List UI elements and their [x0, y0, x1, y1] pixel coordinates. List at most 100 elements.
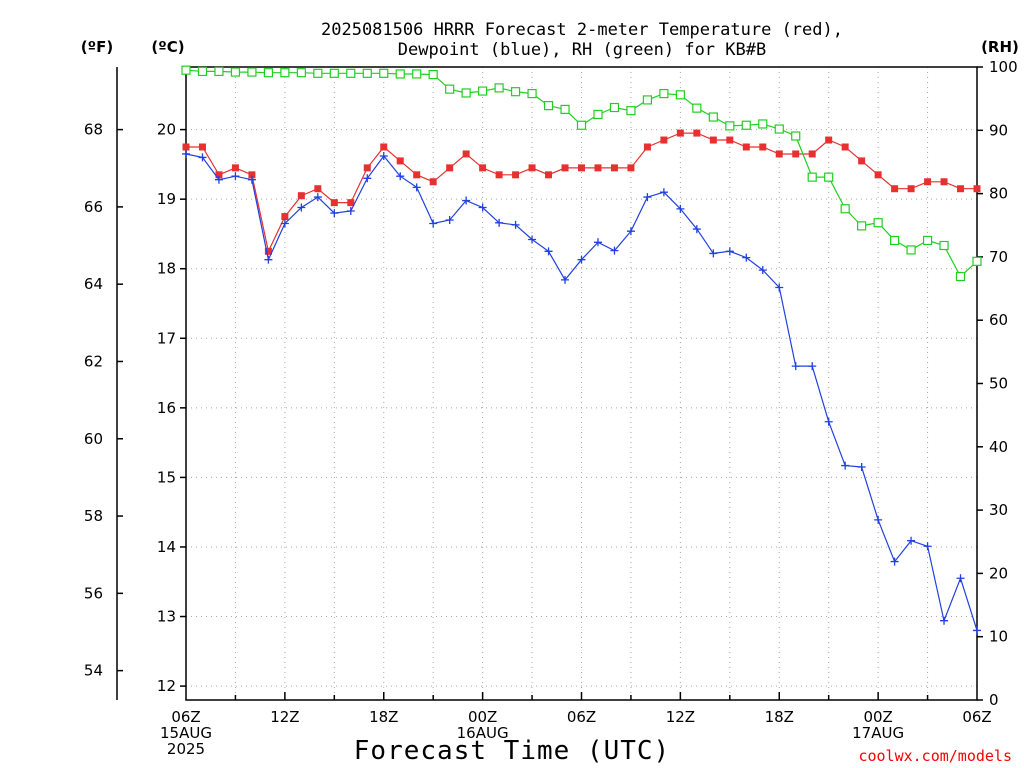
- temperature-point: [775, 150, 783, 158]
- temperature-point: [248, 171, 256, 179]
- dewpoint-point: [956, 574, 965, 583]
- rh-point: [329, 68, 339, 78]
- temperature-point: [924, 178, 932, 186]
- temperature-point: [231, 164, 239, 172]
- rh-point: [642, 95, 653, 105]
- dewpoint-point: [495, 218, 504, 227]
- rh-point: [890, 235, 900, 246]
- temperature-point: [792, 150, 800, 158]
- x-tick-label: 00Z: [863, 708, 892, 726]
- temperature-point: [759, 143, 767, 151]
- dewpoint-point: [692, 225, 701, 234]
- dewpoint-point: [396, 172, 405, 181]
- rh-point: [741, 120, 751, 130]
- temperature-point: [610, 164, 618, 172]
- dewpoint-point: [478, 203, 487, 212]
- chart-title-line1: 2025081506 HRRR Forecast 2-meter Tempera…: [321, 20, 843, 40]
- temperature-point: [347, 199, 355, 207]
- celsius-tick-label: 15: [157, 468, 176, 486]
- dewpoint-point: [561, 275, 570, 284]
- dewpoint-point: [742, 253, 751, 262]
- temperature-point: [264, 247, 272, 255]
- fahrenheit-tick-label: 66: [84, 198, 103, 216]
- rh-point: [181, 65, 191, 75]
- fahrenheit-tick-label: 54: [84, 662, 103, 680]
- rh-point: [379, 68, 389, 78]
- celsius-tick-label: 20: [157, 121, 176, 139]
- fahrenheit-unit-label: (ºF): [81, 38, 113, 56]
- temperature-point: [891, 185, 899, 193]
- dewpoint-point: [758, 266, 767, 275]
- temperature-point: [643, 143, 651, 151]
- dewpoint-point: [247, 175, 256, 184]
- temperature-point: [528, 164, 536, 172]
- rh-point: [807, 172, 817, 182]
- dewpoint-point: [791, 362, 800, 371]
- temperature-point: [808, 150, 816, 158]
- temperature-point: [660, 136, 668, 144]
- temperature-point: [578, 164, 585, 172]
- temperature-point: [825, 136, 833, 144]
- dewpoint-point: [264, 255, 273, 264]
- rh-point: [230, 67, 241, 77]
- rh-point: [593, 109, 603, 120]
- rh-point: [510, 87, 521, 97]
- dewpoint-point: [445, 216, 454, 225]
- rh-point: [840, 204, 850, 214]
- temperature-point: [957, 185, 965, 193]
- dewpoint-point: [824, 417, 833, 426]
- dewpoint-point: [330, 209, 339, 218]
- rh-point: [906, 245, 916, 255]
- x-tick-label: 12Z: [666, 708, 695, 726]
- celsius-tick-label: 16: [157, 399, 176, 417]
- temperature-point: [693, 129, 701, 137]
- temperature-point: [726, 136, 734, 144]
- rh-point: [955, 271, 966, 282]
- dewpoint-point: [775, 283, 784, 292]
- temperature-point: [363, 164, 371, 172]
- fahrenheit-tick-label: 58: [84, 507, 103, 525]
- rh-tick-label: 0: [989, 691, 999, 709]
- temperature-point: [330, 199, 338, 207]
- rh-point: [576, 120, 587, 130]
- temperature-point: [314, 185, 322, 193]
- dewpoint-point: [412, 183, 421, 192]
- x-tick-label: 06Z: [962, 708, 991, 726]
- temperature-point: [462, 150, 470, 158]
- dewpoint-point: [808, 362, 817, 371]
- temperature-point: [676, 129, 684, 137]
- dewpoint-point: [874, 515, 883, 524]
- temperature-point: [297, 192, 305, 200]
- dewpoint-point: [313, 193, 322, 202]
- x-tick-label: 18Z: [369, 708, 398, 726]
- dewpoint-point: [841, 461, 850, 470]
- temperature-point: [940, 178, 948, 186]
- x-tick-label: 12Z: [270, 708, 299, 726]
- fahrenheit-tick-label: 64: [84, 275, 103, 293]
- x-tick-label: 15AUG: [160, 724, 212, 742]
- rh-tick-label: 40: [989, 438, 1008, 456]
- dewpoint-point: [528, 235, 537, 244]
- temperature-point: [495, 171, 503, 179]
- dewpoint-point: [214, 175, 223, 184]
- x-tick-label: 06Z: [567, 708, 596, 726]
- dewpoint-point: [429, 219, 438, 228]
- temperature-point: [182, 143, 190, 151]
- credit-link[interactable]: coolwx.com/models: [858, 747, 1012, 765]
- celsius-tick-label: 13: [157, 608, 176, 626]
- rh-point: [791, 131, 801, 141]
- x-tick-label: 16AUG: [457, 724, 509, 742]
- dewpoint-point: [907, 536, 916, 545]
- dewpoint-point: [923, 542, 932, 551]
- rh-point: [247, 67, 257, 77]
- rh-point: [857, 221, 867, 231]
- fahrenheit-tick-label: 62: [84, 352, 103, 370]
- dewpoint-point: [709, 249, 718, 258]
- temperature-point: [627, 164, 635, 172]
- rh-tick-label: 10: [989, 628, 1008, 646]
- x-tick-label: 17AUG: [852, 724, 904, 742]
- temperature-point: [594, 164, 602, 172]
- temperature-point: [396, 157, 404, 165]
- temperature-point: [709, 136, 717, 144]
- x-tick-label: 2025: [167, 740, 205, 758]
